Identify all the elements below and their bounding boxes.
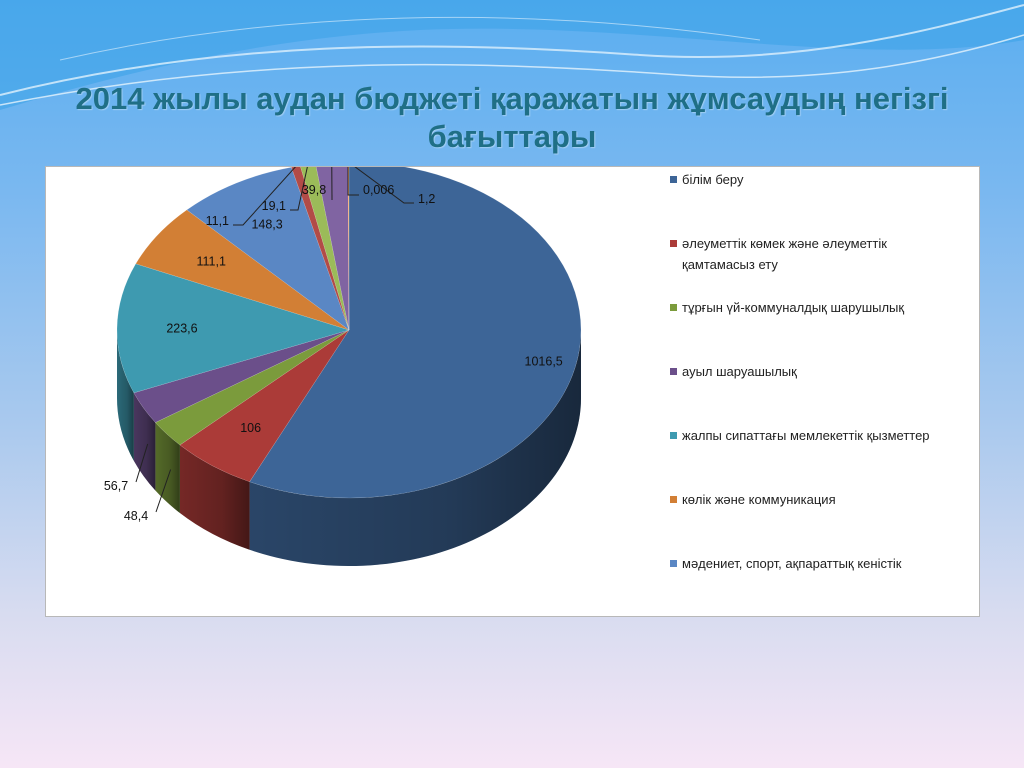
pie-slice	[154, 329, 350, 446]
legend-swatch	[670, 496, 677, 503]
data-label: 1,2	[418, 192, 435, 206]
data-label: 39,8	[302, 183, 326, 197]
slide-title: 2014 жылы аудан бюджеті қаражатын жұмсау…	[75, 81, 949, 154]
legend-label: әлеуметтік көмек және әлеуметтік қамтама…	[682, 236, 887, 272]
pie-slice	[347, 167, 350, 331]
pie-slice	[300, 167, 350, 331]
legend-label: тұрғын үй-коммуналдық шарушылық	[682, 300, 905, 315]
pie-leader-lines	[135, 167, 414, 513]
leader-line	[155, 469, 172, 513]
chart-area: 1016,5 106 48,4 56,7 223,6 111,1 148,3 11,1 19,1…	[45, 166, 980, 617]
legend-label: мәдениет, спорт, ақпараттық кеністік	[682, 556, 902, 571]
pie-slice-side-shading	[117, 330, 134, 461]
leader-line	[354, 167, 414, 204]
pie-slice-side-shading	[155, 422, 180, 514]
data-label: 223,6	[166, 322, 197, 336]
pie-slice	[186, 167, 350, 331]
leader-line	[135, 443, 149, 483]
pie-top	[116, 167, 582, 499]
legend-swatch	[670, 560, 677, 567]
legend-swatch	[670, 240, 677, 247]
pie-slice-side-shading	[179, 445, 250, 550]
data-label: 11,1	[206, 214, 229, 228]
pie-slice-side-shading	[133, 392, 156, 491]
pie-slice	[133, 329, 350, 423]
legend-label: көлік және коммуникация	[682, 492, 836, 507]
pie-slice-side-shading	[249, 330, 581, 566]
legend-swatch	[670, 368, 677, 375]
pie-slice	[135, 209, 350, 331]
legend-swatch	[670, 432, 677, 439]
leader-line	[233, 167, 296, 226]
legend-label: жалпы сипаттағы мемлекеттік қызметтер	[682, 428, 930, 443]
pie-slice	[249, 167, 582, 499]
legend-label: білім беру	[682, 172, 744, 187]
data-label: 48,4	[124, 509, 148, 523]
legend-swatch	[670, 176, 677, 183]
data-label: 1016,5	[525, 355, 563, 369]
pie-slice	[116, 263, 350, 394]
pie-chart: 1016,5 106 48,4 56,7 223,6 111,1 148,3 11,1 19,1…	[104, 167, 582, 566]
leader-line	[290, 167, 308, 211]
pie-sides	[117, 330, 581, 566]
data-label: 148,3	[251, 218, 282, 232]
legend-swatch	[670, 304, 677, 311]
legend-label: ауыл шаруашылық	[682, 364, 797, 379]
pie-data-labels: 1016,5 106 48,4 56,7 223,6 111,1 148,3 11,1 19,1…	[104, 183, 563, 523]
data-label: 106	[240, 421, 261, 435]
pie-slice	[315, 167, 350, 331]
leader-line	[347, 167, 359, 196]
data-label: 111,1	[196, 255, 225, 269]
data-label: 19,1	[262, 199, 286, 213]
pie-slice	[179, 329, 350, 483]
data-label: 56,7	[104, 479, 128, 493]
data-label: 0,006	[363, 183, 394, 197]
pie-slice	[291, 167, 350, 331]
